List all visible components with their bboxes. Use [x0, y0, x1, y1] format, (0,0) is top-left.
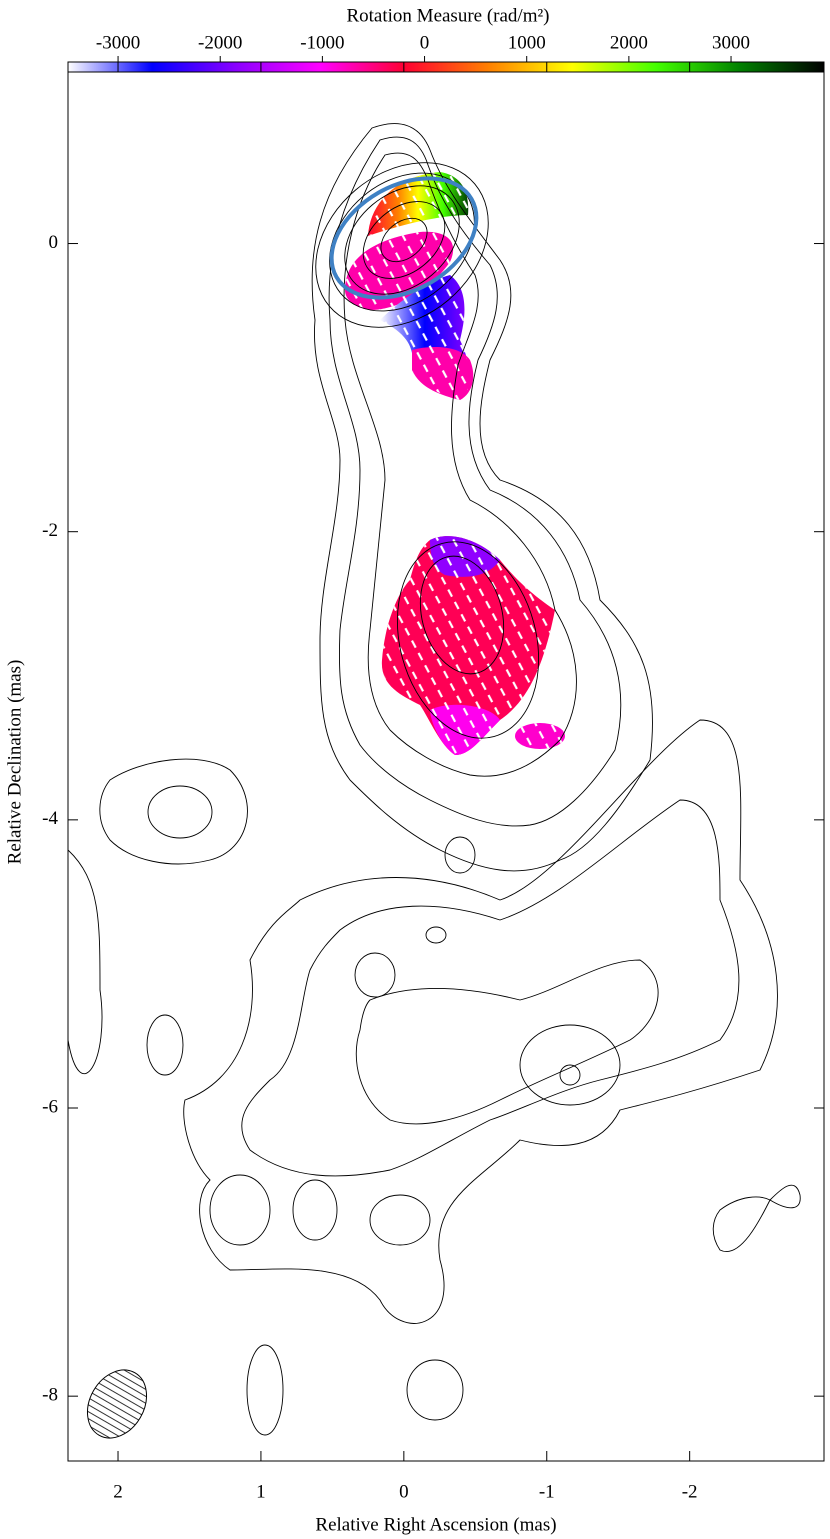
colorbar-tick-label: 1000 — [508, 32, 546, 53]
x-tick-label: 1 — [256, 1481, 266, 1502]
colorbar — [68, 62, 824, 72]
colorbar-tick-label: 3000 — [712, 32, 750, 53]
x-tick-label: -2 — [682, 1481, 698, 1502]
y-tick-label: -6 — [42, 1096, 58, 1117]
highlight-ellipse — [329, 176, 479, 300]
x-tick-label: 2 — [113, 1481, 123, 1502]
y-tick-label: -2 — [42, 520, 58, 541]
x-tick-label: 0 — [399, 1481, 409, 1502]
colorbar-tick-label: 0 — [420, 32, 430, 53]
y-axis-label: Relative Declination (mas) — [4, 660, 25, 865]
colorbar-tick-label: -3000 — [96, 32, 140, 53]
y-tick-label: -4 — [42, 808, 58, 829]
y-tick-label: 0 — [49, 232, 59, 253]
y-tick-label: -8 — [42, 1385, 58, 1406]
colorbar-title: Rotation Measure (rad/m²) — [346, 5, 549, 26]
beam — [86, 1369, 148, 1439]
x-axis-label: Relative Right Ascension (mas) — [315, 1514, 556, 1535]
map — [68, 123, 801, 1439]
x-tick-label: -1 — [539, 1481, 555, 1502]
colorbar-tick-label: -1000 — [300, 32, 344, 53]
contours — [68, 123, 801, 1436]
colorbar-tick-label: -2000 — [198, 32, 242, 53]
colorbar-frame — [67, 61, 825, 73]
rm-patches — [345, 172, 565, 755]
colorbar-tick-label: 2000 — [610, 32, 648, 53]
